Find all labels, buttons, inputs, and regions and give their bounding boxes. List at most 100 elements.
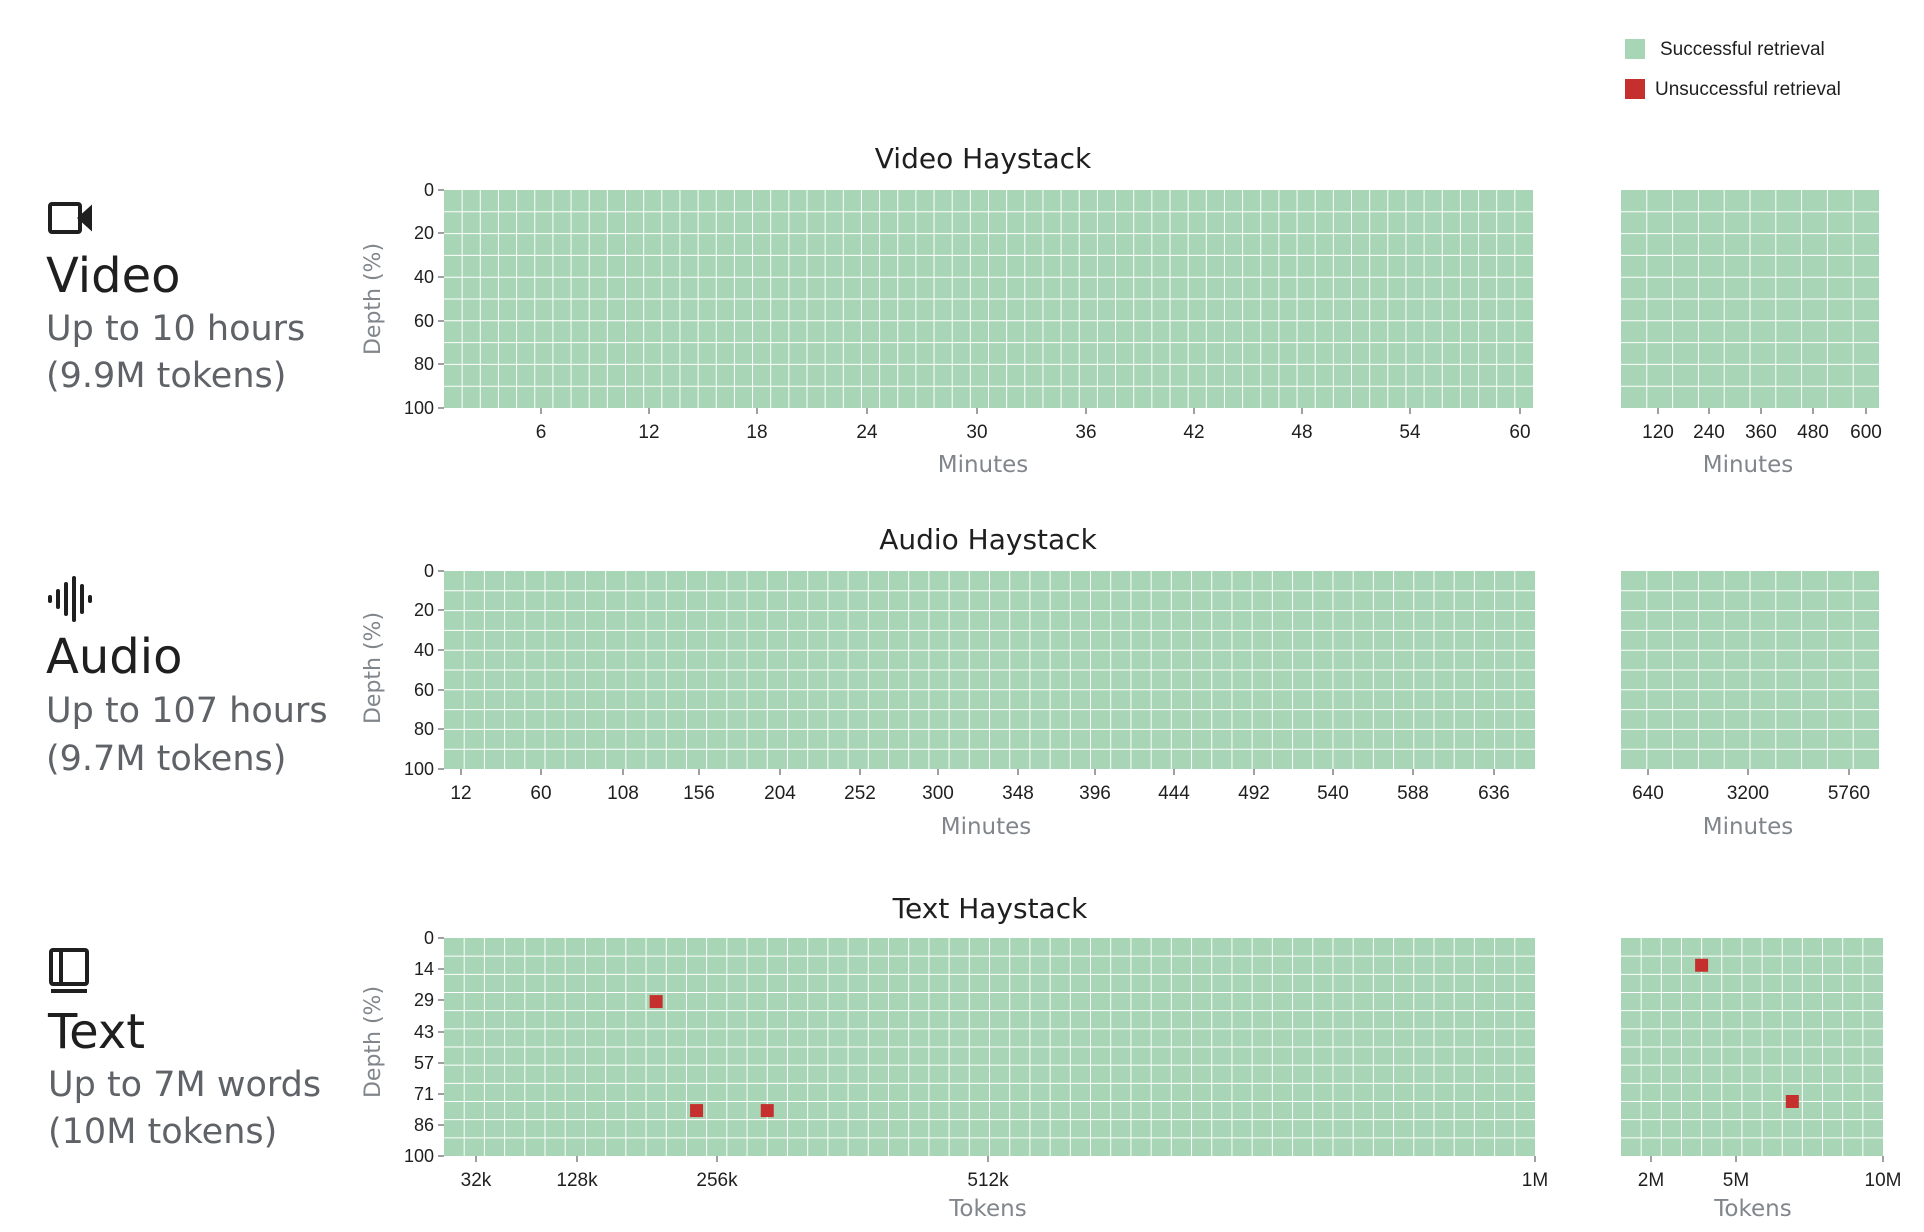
text-ext-failure-marker: [1695, 958, 1709, 972]
audio-duration: Up to 107 hours: [46, 691, 328, 731]
audio-ext-x-tick-label: 640: [1632, 783, 1664, 804]
video-main-x-tick-label: 12: [638, 422, 659, 443]
text-main-x-tick-label: 512k: [967, 1170, 1009, 1191]
video-x-axis-label-extended: Minutes: [1703, 452, 1794, 478]
audio-main-x-tick-label: 492: [1238, 783, 1270, 804]
video-y-tick-label: 80: [414, 354, 434, 374]
text-y-tick-label: 43: [414, 1022, 434, 1042]
text-main-failure-marker: [690, 1104, 704, 1118]
video-ext-x-tick-label: 600: [1850, 422, 1882, 443]
text-modality: Text Up to 7M words (10M tokens): [47, 948, 321, 1152]
text-title: Text: [47, 1004, 145, 1060]
audio-y-axis-label: Depth (%): [361, 612, 386, 724]
text-main-x-tick-label: 32k: [461, 1170, 492, 1191]
text-y-tick-label: 14: [414, 959, 434, 979]
text-main-failure-marker: [649, 995, 663, 1009]
legend: Successful retrieval Unsuccessful retrie…: [1625, 39, 1841, 100]
video-main-x-tick-label: 42: [1183, 422, 1204, 443]
video-ext-x-tick-label: 120: [1642, 422, 1674, 443]
audio-y-tick-label: 40: [414, 640, 434, 660]
audio-x-axis-label-main: Minutes: [941, 814, 1032, 840]
audio-main-x-tick-label: 108: [607, 783, 639, 804]
video-main-x-tick-label: 30: [966, 422, 987, 443]
video-y-tick-label: 0: [424, 180, 434, 200]
video-y-tick-label: 60: [414, 311, 434, 331]
legend-fail-label: Unsuccessful retrieval: [1655, 79, 1841, 100]
audio-main-x-tick-label: 300: [922, 783, 954, 804]
audio-ext-x-tick-label: 5760: [1828, 783, 1870, 804]
audio-y-tick-label: 60: [414, 680, 434, 700]
audio-main-x-tick-label: 444: [1158, 783, 1190, 804]
video-camera-icon: [48, 202, 92, 234]
legend-success-swatch: [1625, 39, 1645, 59]
video-x-axis-label-main: Minutes: [938, 452, 1029, 478]
text-heatmap-main: 32k 128k 256k 512k 1M 0 14 29 43 57 71 86 100: [404, 928, 1548, 1191]
text-y-tick-label: 86: [414, 1115, 434, 1135]
video-main-x-tick-label: 24: [856, 422, 878, 443]
audio-title: Audio: [46, 629, 182, 685]
audio-tokens: (9.7M tokens): [46, 739, 286, 779]
legend-success-label: Successful retrieval: [1660, 39, 1825, 60]
text-words: Up to 7M words: [48, 1065, 321, 1105]
audio-y-tick-label: 0: [424, 561, 434, 581]
video-main-x-tick-label: 48: [1291, 422, 1312, 443]
audio-ext-x-tick-label: 3200: [1727, 783, 1769, 804]
audio-main-x-tick-label: 156: [683, 783, 715, 804]
audio-main-x-tick-label: 252: [844, 783, 876, 804]
text-main-x-tick-label: 256k: [696, 1170, 738, 1191]
video-ext-x-tick-label: 360: [1745, 422, 1777, 443]
video-y-tick-label: 40: [414, 267, 434, 287]
text-tokens: (10M tokens): [48, 1112, 277, 1152]
audio-y-tick-label: 20: [414, 600, 434, 620]
video-y-axis-label: Depth (%): [361, 243, 386, 355]
text-heatmap-extended: 2M 5M 10M: [1621, 938, 1901, 1191]
audio-heatmap-extended: 640 3200 5760: [1621, 571, 1879, 804]
text-ext-x-tick-label: 2M: [1638, 1170, 1664, 1191]
audio-heatmap-main: 12 60 108 156 204 252 300 348 396 444 492 540 588 636…: [404, 561, 1535, 804]
audio-modality: Audio Up to 107 hours (9.7M tokens): [46, 576, 328, 779]
audio-main-x-tick-label: 540: [1317, 783, 1349, 804]
audio-y-tick-label: 100: [404, 759, 434, 779]
audio-main-x-tick-label: 204: [764, 783, 796, 804]
video-modality: Video Up to 10 hours (9.9M tokens): [46, 202, 305, 396]
text-y-axis-label: Depth (%): [361, 986, 386, 1098]
audio-main-x-tick-label: 588: [1397, 783, 1429, 804]
video-main-x-tick-label: 60: [1509, 422, 1530, 443]
video-chart-title: Video Haystack: [875, 142, 1092, 175]
video-heatmap-extended: 120 240 360 480 600: [1621, 190, 1882, 443]
audio-main-x-tick-label: 60: [530, 783, 551, 804]
audio-chart-title: Audio Haystack: [879, 523, 1097, 556]
text-main-x-tick-label: 1M: [1522, 1170, 1548, 1191]
video-main-x-tick-label: 18: [746, 422, 767, 443]
audio-waveform-icon: [48, 576, 92, 622]
text-main-x-tick-label: 128k: [556, 1170, 598, 1191]
video-main-x-tick-label: 36: [1075, 422, 1096, 443]
audio-main-x-tick-label: 636: [1478, 783, 1510, 804]
audio-x-axis-label-extended: Minutes: [1703, 814, 1794, 840]
legend-fail-swatch: [1625, 79, 1645, 99]
video-main-x-tick-label: 6: [536, 422, 547, 443]
text-main-failure-marker: [760, 1104, 774, 1118]
audio-main-x-tick-label: 12: [450, 783, 471, 804]
video-tokens: (9.9M tokens): [46, 356, 286, 396]
audio-y-tick-label: 80: [414, 719, 434, 739]
text-x-axis-label-extended: Tokens: [1713, 1196, 1791, 1222]
video-main-x-tick-label: 54: [1399, 422, 1421, 443]
text-y-tick-label: 29: [414, 990, 434, 1010]
video-title: Video: [46, 248, 180, 304]
text-y-tick-label: 57: [414, 1053, 434, 1073]
audio-main-x-tick-label: 348: [1002, 783, 1034, 804]
video-y-tick-label: 20: [414, 223, 434, 243]
text-y-tick-label: 0: [424, 928, 434, 948]
text-ext-x-tick-label: 5M: [1723, 1170, 1749, 1191]
video-ext-x-tick-label: 480: [1797, 422, 1829, 443]
video-y-tick-label: 100: [404, 398, 434, 418]
text-y-tick-label: 71: [414, 1084, 434, 1104]
text-ext-failure-marker: [1785, 1095, 1799, 1108]
video-heatmap-main: 6 12 18 24 30 36 42 48 54 60 0 20 40 60 80 100: [404, 180, 1533, 443]
book-icon: [49, 948, 89, 993]
text-x-axis-label-main: Tokens: [948, 1196, 1026, 1222]
audio-main-x-tick-label: 396: [1079, 783, 1111, 804]
text-chart-title: Text Haystack: [892, 892, 1088, 925]
